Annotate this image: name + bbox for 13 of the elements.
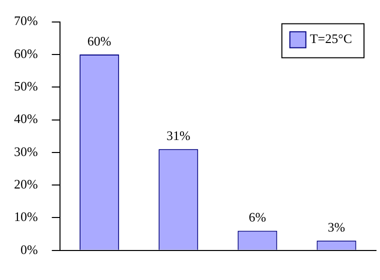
y-tick-label: 70% [14,13,38,28]
data-label: 6% [248,210,266,225]
y-tick-label: 20% [14,176,38,192]
legend-label: T=25°C [310,31,352,46]
y-tick-label: 10% [14,209,38,224]
y-tick-label: 60% [14,46,38,61]
y-tick-label: 50% [14,78,38,94]
data-label: 60% [87,33,112,48]
y-tick-label: 0% [20,242,38,257]
y-tick-label: 30% [14,144,38,159]
data-label: 31% [166,128,190,144]
data-label: 3% [328,220,346,235]
y-tick-label: 40% [14,111,38,126]
